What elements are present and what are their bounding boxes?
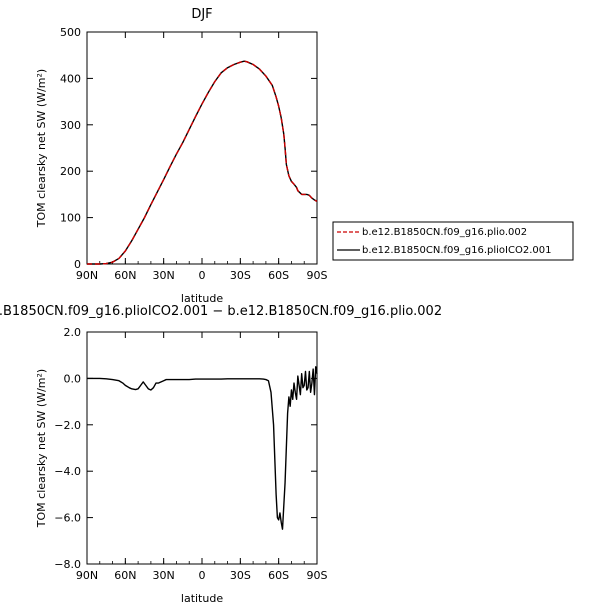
legend-entry-pliolco2: b.e12.B1850CN.f09_g16.plioICO2.001 xyxy=(362,245,551,256)
panel1-ytick-label: 100 xyxy=(60,212,81,225)
panel-djf: DJF 90N 60N 30N 0 30S 60S 90S0100200300400500 … xyxy=(35,7,328,305)
panel2-ytick-label: −6.0 xyxy=(54,512,81,525)
panel2-xtick-label: 30S xyxy=(230,569,251,582)
panel1-xtick-label: 0 xyxy=(199,269,206,282)
panel2-series-line-0 xyxy=(87,366,318,530)
panel2-xtick-label: 90S xyxy=(307,569,328,582)
panel1-ytick-label: 200 xyxy=(60,165,81,178)
legend-entry-plio: b.e12.B1850CN.f09_g16.plio.002 xyxy=(362,227,527,238)
panel1-ytick-label: 400 xyxy=(60,72,81,85)
legend-box xyxy=(332,221,574,261)
panel-difference: b.e12.B1850CN.f09_g16.plioICO2.001 − b.e… xyxy=(0,304,442,605)
panel1-ytick-label: 0 xyxy=(74,258,81,271)
panel2-xtick-label: 0 xyxy=(199,569,206,582)
panel2-xtick-label: 60S xyxy=(268,569,289,582)
panel1-xtick-label: 90N xyxy=(76,269,98,282)
panel2-axes: 90N 60N 30N 0 30S 60S 90S 2.0 0.0 −2.0 −4.0 −6.0 −8.… xyxy=(54,326,327,582)
panel2-ytick-label: 2.0 xyxy=(64,326,82,339)
panel1-plot-frame xyxy=(86,31,318,265)
panel2-ytick-label: −2.0 xyxy=(54,419,81,432)
panel1-title: DJF xyxy=(191,7,212,22)
panel1-xtick-label: 30N xyxy=(153,269,175,282)
panel2-xlabel: latitude xyxy=(181,592,223,605)
panel1-ytick-label: 500 xyxy=(60,26,81,39)
panel2-xtick-label: 60N xyxy=(114,569,136,582)
panel2-ylabel: TOM clearsky net SW (W/m²) xyxy=(35,369,48,528)
panel1-xtick-label: 90S xyxy=(307,269,328,282)
panel1-xtick-label: 30S xyxy=(230,269,251,282)
panel1-ytick-label: 300 xyxy=(60,119,81,132)
panel1-xtick-label: 60N xyxy=(114,269,136,282)
panel1-xlabel: latitude xyxy=(181,292,223,305)
panel1-series-line-1 xyxy=(87,60,318,265)
panel1-xtick-label: 60S xyxy=(268,269,289,282)
panel2-ytick-label: −8.0 xyxy=(54,558,81,571)
panel2-series xyxy=(87,366,318,530)
panel2-xtick-label: 30N xyxy=(153,569,175,582)
panel1-axes: 90N 60N 30N 0 30S 60S 90S 0 100 200 300 400 500 xyxy=(60,26,328,282)
panel1-series xyxy=(87,60,318,265)
panel1-series-line-0 xyxy=(87,60,318,265)
legend: b.e12.B1850CN.f09_g16.plio.002 b.e12.B18… xyxy=(332,221,574,261)
panel2-ytick-label: −4.0 xyxy=(54,465,81,478)
panel2-xtick-label: 90N xyxy=(76,569,98,582)
panel1-ylabel: TOM clearsky net SW (W/m²) xyxy=(35,69,48,228)
panel2-title: b.e12.B1850CN.f09_g16.plioICO2.001 − b.e… xyxy=(0,304,442,319)
panel2-ytick-label: 0.0 xyxy=(64,372,82,385)
